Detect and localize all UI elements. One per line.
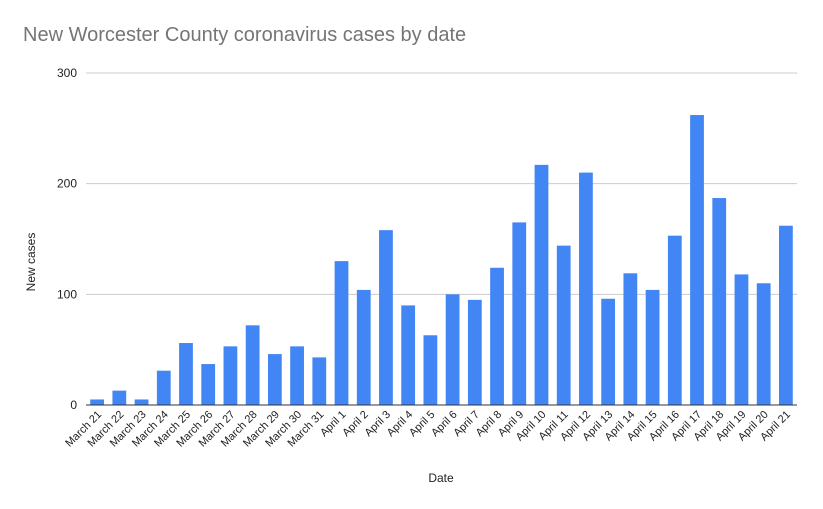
bar (690, 115, 704, 405)
bar (312, 357, 327, 405)
bars (90, 115, 793, 405)
x-axis-label: Date (428, 471, 454, 485)
bar (267, 354, 282, 405)
bar (379, 230, 393, 405)
bar (223, 346, 238, 405)
y-tick-label: 200 (57, 177, 77, 191)
bar (467, 299, 482, 405)
bar (201, 364, 216, 405)
bar (334, 261, 349, 405)
bar (445, 294, 460, 405)
bar (356, 289, 371, 405)
bar (112, 390, 127, 405)
bar (712, 198, 727, 405)
bar (779, 225, 793, 405)
bar (667, 235, 682, 405)
bar (512, 222, 527, 405)
bar (423, 335, 438, 405)
y-tick-label: 300 (57, 66, 77, 80)
y-tick-label: 0 (70, 398, 77, 412)
bar (134, 399, 149, 405)
bar (90, 399, 104, 405)
bar (645, 289, 660, 405)
bar (290, 346, 304, 405)
bar (179, 343, 193, 405)
bar (401, 305, 416, 405)
bar (534, 164, 549, 405)
bar (623, 273, 638, 405)
y-axis-label: New cases (24, 233, 38, 292)
bar (579, 172, 593, 405)
bar (490, 267, 504, 405)
y-tick-labels: 0 100 200 300 (57, 66, 77, 412)
bar (556, 245, 571, 405)
bar (734, 274, 749, 405)
bar (601, 298, 616, 405)
y-tick-label: 100 (57, 287, 77, 301)
bar (245, 325, 260, 405)
bar (756, 283, 771, 405)
bar (156, 370, 171, 405)
chart-title: New Worcester County coronavirus cases b… (23, 24, 467, 46)
